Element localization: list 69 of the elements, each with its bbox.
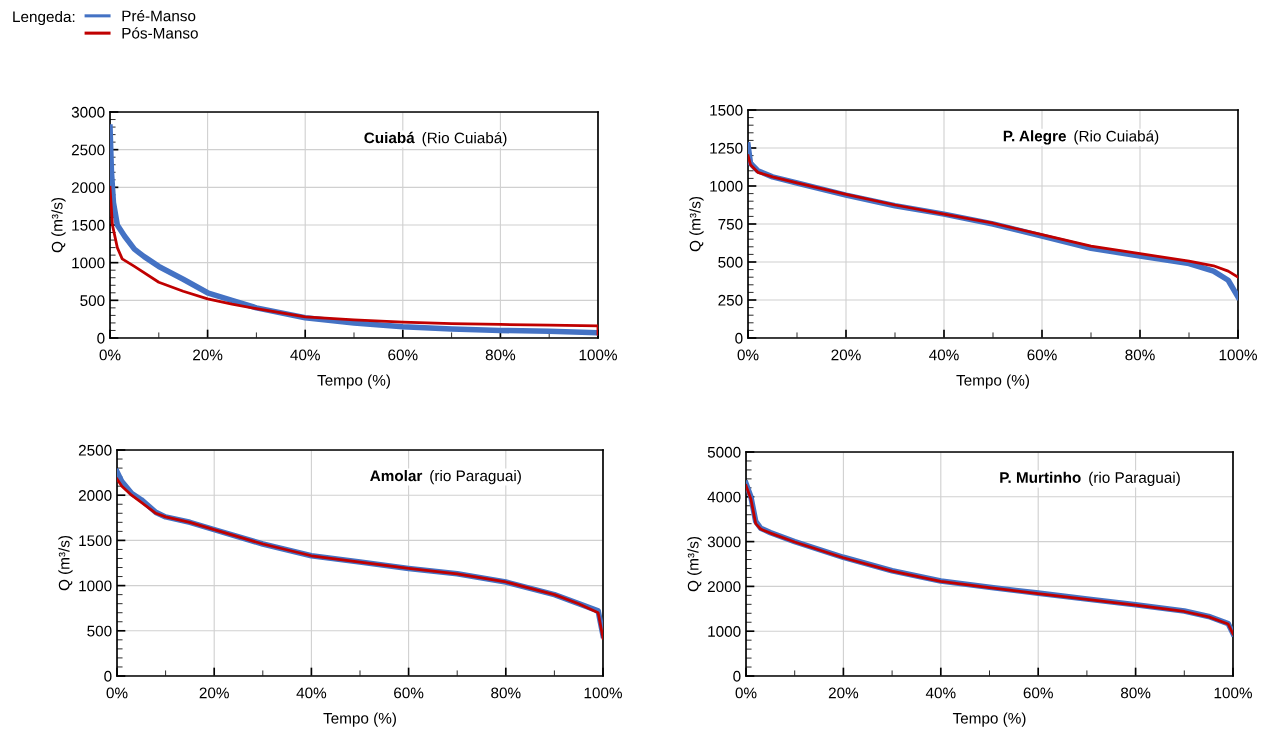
y-axis-title: Q (m³/s): [51, 197, 66, 253]
x-tick-label: 100%: [1214, 687, 1252, 699]
text: (Rio Cuiabá): [422, 131, 507, 147]
y-tick-label: 0: [104, 670, 112, 682]
text: (rio Paraguai): [430, 470, 521, 485]
y-tick-label: 0: [733, 670, 741, 682]
text: Amolar: [370, 470, 423, 482]
x-tick-label: 60%: [394, 687, 424, 699]
y-tick-label: 1000: [79, 580, 112, 592]
x-tick-label: 100%: [1219, 349, 1257, 361]
x-tick-label: 60%: [388, 349, 418, 361]
y-axis-title: Q (m³/s): [687, 536, 702, 592]
x-tick-label: 60%: [1027, 349, 1057, 361]
text: (rio Paraguai): [1089, 471, 1180, 486]
y-tick-label: 1500: [79, 535, 112, 547]
y-tick-label: 1500: [710, 104, 743, 116]
y-tick-label: 2000: [707, 581, 741, 593]
x-tick-label: 80%: [491, 687, 521, 699]
y-tick-label: 2500: [78, 444, 112, 456]
legend-label: Pós-Manso: [122, 27, 198, 39]
x-tick-label: 60%: [1023, 687, 1053, 699]
text: P. Murtinho: [1000, 471, 1081, 483]
x-axis-title: Tempo (%): [952, 712, 1026, 727]
x-tick-label: 100%: [584, 687, 622, 699]
x-tick-label: 20%: [193, 349, 223, 361]
y-tick-label: 3000: [71, 106, 105, 118]
x-tick-label: 0%: [737, 349, 759, 361]
y-axis-title: Q (m³/s): [58, 535, 73, 591]
x-tick-label: 100%: [579, 349, 617, 361]
x-tick-label: 40%: [929, 349, 959, 361]
y-tick-label: 4000: [707, 491, 741, 503]
y-tick-label: 1500: [72, 219, 105, 231]
y-tick-label: 1000: [708, 626, 741, 637]
y-tick-label: 3000: [707, 536, 741, 548]
y-tick-label: 1000: [710, 180, 743, 192]
x-tick-label: 80%: [1125, 349, 1155, 361]
y-tick-label: 500: [718, 256, 743, 268]
x-tick-label: 40%: [925, 687, 956, 699]
x-tick-label: 0%: [99, 349, 121, 361]
x-tick-label: 80%: [485, 349, 516, 361]
x-tick-label: 0%: [106, 687, 128, 699]
y-tick-label: 0: [735, 332, 743, 344]
x-tick-label: 20%: [831, 349, 861, 361]
x-tick-label: 80%: [1120, 687, 1151, 699]
x-tick-label: 40%: [290, 349, 320, 361]
legend-label: Pré-Manso: [122, 9, 196, 22]
y-axis-title: Q (m³/s): [689, 196, 704, 252]
x-tick-label: 0%: [735, 687, 757, 699]
x-tick-label: 20%: [199, 687, 229, 699]
x-axis-title: Tempo (%): [956, 374, 1029, 389]
y-tick-label: 1000: [72, 257, 105, 269]
y-tick-label: 5000: [707, 446, 741, 458]
legend-title: Lengeda:: [13, 10, 75, 26]
y-tick-label: 2000: [78, 490, 112, 501]
y-tick-label: 2000: [71, 182, 105, 194]
x-axis-title: Tempo (%): [317, 374, 390, 389]
text: Cuiabá: [364, 131, 415, 144]
text: P. Alegre: [1003, 130, 1066, 145]
x-tick-label: 40%: [296, 687, 327, 699]
y-tick-label: 750: [718, 218, 743, 230]
y-tick-label: 2500: [71, 144, 105, 156]
x-axis-title: Tempo (%): [323, 712, 396, 727]
y-tick-label: 500: [80, 295, 105, 307]
y-tick-label: 0: [97, 332, 105, 344]
text: (Rio Cuiabá): [1074, 130, 1159, 145]
y-tick-label: 250: [718, 294, 743, 306]
x-tick-label: 20%: [828, 687, 859, 699]
y-tick-label: 500: [87, 625, 112, 637]
y-tick-label: 1250: [710, 142, 743, 154]
